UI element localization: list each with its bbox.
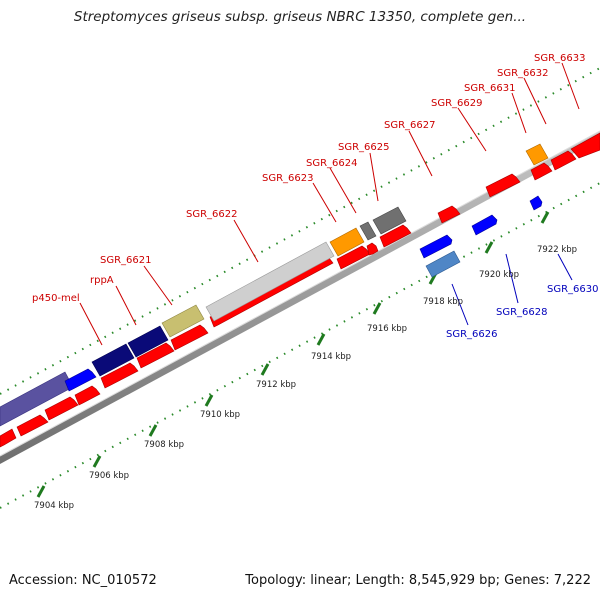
gene-label[interactable]: SGR_6623: [262, 173, 314, 184]
feature-steelblue[interactable]: [425, 250, 461, 278]
gene-label[interactable]: rppA: [90, 275, 114, 286]
gene-forward[interactable]: [170, 324, 209, 351]
feature-gray-dark[interactable]: [359, 221, 377, 241]
tick-mark: [204, 394, 214, 407]
reverse-genes: [419, 195, 543, 278]
genome-summary-text: Topology: linear; Length: 8,545,929 bp; …: [245, 573, 591, 588]
accession-text: Accession: NC_010572: [9, 573, 157, 588]
gene-reverse[interactable]: [471, 214, 498, 236]
scale-label: 7920 kbp: [479, 270, 519, 280]
tick-mark: [148, 424, 158, 437]
forward-upper-features: [0, 143, 549, 427]
gene-forward[interactable]: [366, 242, 379, 256]
gene-forward[interactable]: [570, 132, 600, 159]
forward-scale-track: [0, 67, 600, 395]
scale-label: 7914 kbp: [311, 352, 351, 362]
gene-forward[interactable]: [530, 162, 553, 181]
gene-forward[interactable]: [16, 414, 49, 437]
gene-label[interactable]: SGR_6622: [186, 209, 238, 220]
scale-label: 7916 kbp: [367, 324, 407, 334]
feature-navy[interactable]: [127, 325, 169, 358]
gene-forward[interactable]: [74, 385, 101, 406]
scale-label: 7904 kbp: [34, 501, 74, 511]
tick-mark: [540, 211, 550, 224]
forward-gene-labels: p450-mel rppA SGR_6621 SGR_6622 SGR_6623…: [32, 53, 586, 304]
tick-mark: [260, 363, 270, 376]
scale-label: 7912 kbp: [256, 380, 296, 390]
gene-forward[interactable]: [379, 224, 412, 248]
forward-label-leaders: [79, 62, 580, 346]
gene-label[interactable]: SGR_6621: [100, 255, 152, 266]
gene-forward[interactable]: [485, 173, 521, 198]
feature-gray-light[interactable]: [205, 241, 335, 322]
gene-label[interactable]: SGR_6629: [431, 98, 483, 109]
gene-label[interactable]: SGR_6627: [384, 120, 436, 131]
feature-gray-dark[interactable]: [372, 206, 407, 235]
gene-forward[interactable]: [44, 396, 79, 421]
gene-label[interactable]: SGR_6630: [547, 284, 599, 295]
feature-navy[interactable]: [91, 343, 135, 377]
feature-olive[interactable]: [161, 304, 205, 338]
scale-label: 7908 kbp: [144, 440, 184, 450]
gene-forward-blue[interactable]: [64, 368, 97, 392]
reverse-gene-labels: SGR_6626 SGR_6628 SGR_6630: [446, 284, 599, 340]
scale-label: 7910 kbp: [200, 410, 240, 420]
gene-label[interactable]: SGR_6631: [464, 83, 516, 94]
gene-forward[interactable]: [100, 362, 139, 389]
tick-mark: [92, 455, 102, 468]
scale-label: 7906 kbp: [89, 471, 129, 481]
tick-mark: [372, 302, 382, 315]
feature-orange[interactable]: [329, 227, 365, 257]
gene-forward[interactable]: [136, 342, 175, 369]
gene-forward[interactable]: [0, 428, 17, 448]
gene-reverse[interactable]: [419, 234, 453, 259]
tick-mark: [316, 333, 326, 346]
scale-label: 7922 kbp: [537, 245, 577, 255]
reverse-label-leaders: [451, 253, 573, 326]
gene-forward[interactable]: [437, 205, 461, 224]
gene-reverse[interactable]: [529, 195, 543, 211]
gene-label[interactable]: p450-mel: [32, 293, 80, 304]
feature-orange[interactable]: [525, 143, 549, 166]
gene-label[interactable]: SGR_6632: [497, 68, 549, 79]
gene-forward[interactable]: [550, 150, 577, 171]
scale-labels: 7904 kbp 7906 kbp 7908 kbp 7910 kbp 7912…: [34, 245, 577, 511]
gene-label[interactable]: SGR_6626: [446, 329, 498, 340]
gene-label[interactable]: SGR_6625: [338, 142, 390, 153]
scale-label: 7918 kbp: [423, 297, 463, 307]
gene-label[interactable]: SGR_6628: [496, 307, 548, 318]
gene-label[interactable]: SGR_6633: [534, 53, 586, 64]
map-title: Streptomyces griseus subsp. griseus NBRC…: [73, 9, 527, 25]
tick-mark: [484, 241, 494, 254]
tick-mark: [36, 485, 46, 498]
gene-label[interactable]: SGR_6624: [306, 158, 358, 169]
